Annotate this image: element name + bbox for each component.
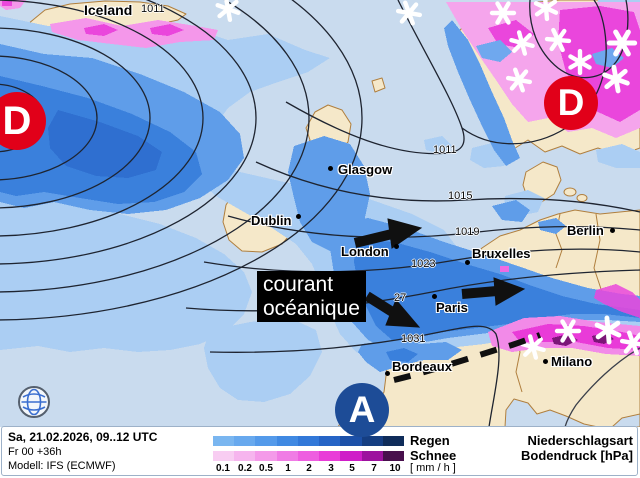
- model-info-label: Modell: IFS (ECMWF): [8, 460, 116, 472]
- low-pressure-center-atlantic: D: [0, 92, 46, 150]
- isobar-label-1027-partial: 27: [394, 292, 407, 304]
- scale-tick: 0.1: [216, 463, 230, 474]
- rain-colorbar: [213, 436, 404, 446]
- weather-map: Iceland Glasgow Dublin London Bruxelles …: [0, 0, 640, 427]
- flow-arrows: [353, 218, 526, 328]
- valid-time-label: Sa, 21.02.2026, 09..12 UTC: [8, 430, 158, 444]
- city-dot-london: [394, 244, 399, 249]
- scale-tick: 3: [328, 463, 334, 474]
- region-label-iceland: Iceland: [84, 2, 133, 18]
- city-dot-paris: [432, 294, 437, 299]
- pressure-title: Bodendruck [hPa]: [521, 448, 633, 463]
- isobar-label-1031: 1031: [401, 333, 426, 345]
- isobar-label-1023: 1023: [411, 258, 436, 270]
- city-dot-glasgow: [328, 166, 333, 171]
- city-dot-berlin: [610, 228, 615, 233]
- city-dot-milano: [543, 359, 548, 364]
- run-info-label: Fr 00 +36h: [8, 446, 62, 458]
- scale-tick: 0.5: [259, 463, 273, 474]
- precip-type-title: Niederschlagsart: [527, 433, 634, 448]
- unit-label: [ mm / h ]: [410, 462, 456, 474]
- isobar-label-1019: 1019: [455, 226, 480, 238]
- isobar-label-1011-iceland: 1011: [141, 3, 165, 15]
- city-dot-dublin: [296, 214, 301, 219]
- city-label-berlin: Berlin: [567, 223, 604, 238]
- rain-legend-label: Regen: [410, 433, 450, 448]
- city-label-paris: Paris: [436, 300, 468, 315]
- scale-tick: 2: [306, 463, 312, 474]
- city-label-dublin: Dublin: [251, 213, 292, 228]
- city-dot-bruxelles: [465, 260, 470, 265]
- scale-tick: 7: [371, 463, 377, 474]
- city-label-bordeaux: Bordeaux: [392, 359, 452, 374]
- globe-logo-icon: [18, 386, 50, 418]
- front-dashed-line: [393, 332, 542, 383]
- annotation-line-1: courant: [263, 273, 334, 296]
- isobar-label-1011: 1011: [433, 144, 457, 156]
- scale-tick: 1: [285, 463, 291, 474]
- high-pressure-center: A: [335, 383, 389, 437]
- annotation-courant-oceanique: courant océanique: [257, 271, 366, 322]
- scale-tick: 5: [349, 463, 355, 474]
- snow-colorbar: [213, 451, 404, 461]
- annotation-line-2: océanique: [263, 297, 360, 320]
- low-pressure-center-scandinavia: D: [544, 76, 598, 130]
- scale-tick: 10: [389, 463, 401, 474]
- city-label-bruxelles: Bruxelles: [472, 246, 531, 261]
- city-label-glasgow: Glasgow: [338, 162, 393, 177]
- city-label-milano: Milano: [551, 354, 593, 369]
- isobar-label-1015: 1015: [448, 190, 473, 202]
- scale-tick: 0.2: [238, 463, 252, 474]
- city-label-london: London: [341, 244, 389, 259]
- city-dot-bordeaux: [385, 371, 390, 376]
- snow-legend-label: Schnee: [410, 448, 457, 463]
- legend-panel: Sa, 21.02.2026, 09..12 UTC Fr 00 +36h Mo…: [1, 426, 638, 476]
